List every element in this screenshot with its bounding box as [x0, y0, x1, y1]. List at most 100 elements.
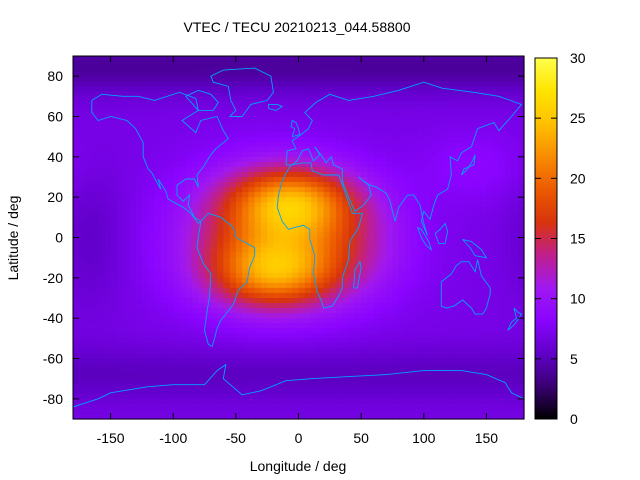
heatmap-cell [398, 262, 406, 269]
heatmap-cell [123, 272, 130, 279]
heatmap-cell [379, 96, 387, 102]
heatmap-cell [336, 101, 343, 108]
heatmap-cell [116, 232, 124, 239]
heatmap-cell [505, 202, 513, 208]
heatmap-cell [342, 141, 350, 148]
heatmap-cell [430, 262, 437, 269]
heatmap-cell [480, 131, 488, 138]
heatmap-cell [135, 237, 143, 244]
heatmap-cell [348, 126, 356, 133]
heatmap-cell [154, 277, 162, 284]
heatmap-cell [292, 267, 300, 274]
heatmap-cell [361, 393, 368, 400]
heatmap-cell [430, 323, 437, 329]
heatmap-cell [148, 116, 156, 123]
heatmap-cell [473, 161, 481, 168]
heatmap-cell [517, 212, 525, 218]
heatmap-cell [160, 237, 168, 244]
heatmap-cell [342, 242, 350, 249]
heatmap-cell [204, 282, 212, 289]
heatmap-cell [285, 313, 293, 319]
heatmap-cell [104, 166, 112, 173]
heatmap-cell [367, 262, 375, 269]
heatmap-cell [511, 363, 519, 370]
heatmap-cell [73, 303, 80, 309]
heatmap-cell [98, 217, 105, 223]
heatmap-cell [285, 192, 293, 198]
heatmap-cell [148, 292, 156, 299]
heatmap-cell [154, 197, 162, 203]
heatmap-cell [329, 212, 337, 218]
heatmap-cell [323, 111, 331, 118]
heatmap-cell [179, 383, 187, 390]
heatmap-cell [129, 358, 137, 365]
heatmap-cell [379, 111, 387, 118]
heatmap-cell [173, 403, 181, 410]
heatmap-cell [285, 136, 293, 143]
heatmap-cell [217, 156, 224, 163]
heatmap-cell [480, 232, 488, 239]
heatmap-cell [367, 121, 375, 128]
heatmap-cell [367, 333, 375, 339]
heatmap-cell [480, 136, 488, 143]
heatmap-cell [217, 126, 224, 133]
heatmap-cell [304, 358, 312, 365]
heatmap-cell [361, 182, 368, 188]
heatmap-cell [455, 61, 462, 67]
heatmap-cell [129, 161, 137, 168]
heatmap-cell [361, 252, 368, 259]
heatmap-cell [160, 272, 168, 279]
heatmap-cell [267, 277, 275, 284]
heatmap-cell [129, 106, 137, 113]
heatmap-cell [179, 212, 187, 218]
heatmap-cell [317, 217, 325, 223]
heatmap-cell [486, 308, 494, 314]
heatmap-cell [242, 212, 249, 218]
heatmap-cell [498, 197, 506, 203]
heatmap-cell [285, 267, 293, 274]
heatmap-cell [404, 328, 412, 334]
heatmap-cell [304, 177, 312, 183]
heatmap-cell [473, 212, 481, 218]
heatmap-cell [317, 197, 325, 203]
heatmap-cell [467, 126, 475, 133]
heatmap-cell [505, 323, 513, 329]
heatmap-cell [361, 116, 368, 123]
heatmap-cell [329, 292, 337, 299]
heatmap-cell [204, 373, 212, 380]
heatmap-cell [492, 333, 500, 339]
heatmap-cell [154, 136, 162, 143]
heatmap-cell [91, 227, 99, 234]
heatmap-cell [311, 136, 318, 143]
heatmap-cell [104, 111, 112, 118]
heatmap-cell [285, 308, 293, 314]
heatmap-cell [373, 368, 381, 375]
heatmap-cell [473, 323, 481, 329]
heatmap-cell [436, 328, 444, 334]
heatmap-cell [273, 328, 281, 334]
heatmap-cell [110, 333, 118, 339]
heatmap-cell [123, 66, 130, 72]
heatmap-cell [448, 66, 456, 72]
heatmap-cell [229, 141, 237, 148]
heatmap-cell [198, 187, 206, 193]
heatmap-cell [404, 116, 412, 123]
heatmap-cell [323, 182, 331, 188]
heatmap-cell [467, 323, 475, 329]
heatmap-cell [486, 378, 494, 385]
heatmap-cell [361, 262, 368, 269]
heatmap-cell [210, 197, 218, 203]
heatmap-cell [141, 171, 149, 178]
heatmap-cell [348, 257, 356, 264]
heatmap-cell [423, 227, 431, 234]
heatmap-cell [129, 272, 137, 279]
heatmap-cell [473, 343, 481, 350]
heatmap-cell [179, 96, 187, 102]
heatmap-cell [110, 328, 118, 334]
heatmap-cell [192, 86, 199, 92]
heatmap-cell [379, 146, 387, 153]
heatmap-cell [267, 71, 275, 77]
heatmap-cell [417, 333, 425, 339]
heatmap-cell [417, 131, 425, 138]
heatmap-cell [248, 298, 256, 304]
